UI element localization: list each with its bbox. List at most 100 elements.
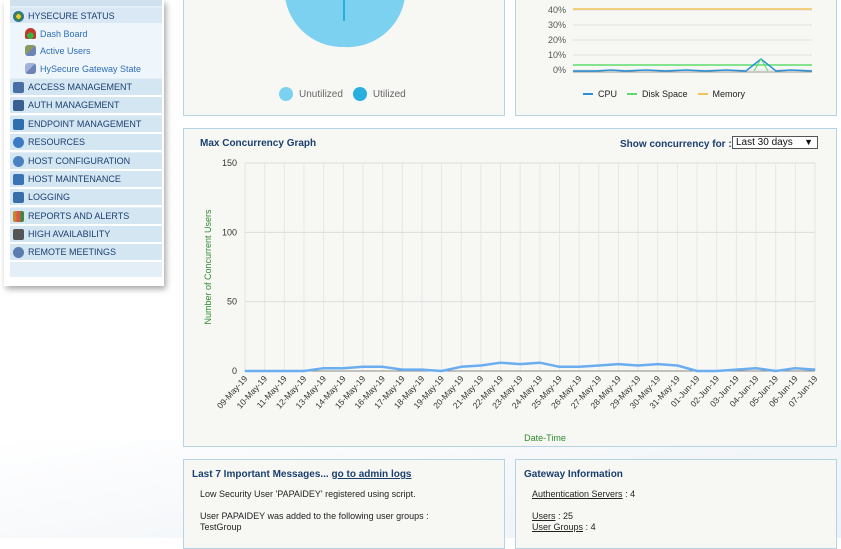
monitor-icon: [13, 173, 24, 185]
message-line: User PAPAIDEY was added to the following…: [200, 511, 429, 521]
gateway-info-panel: Gateway Information Authentication Serve…: [515, 459, 837, 549]
data-point: [362, 366, 364, 368]
auth-servers-link[interactable]: Authentication Servers: [532, 489, 623, 499]
sidebar-subitem-dashboard[interactable]: Dash Board: [10, 25, 162, 42]
gateway-info-title: Gateway Information: [524, 469, 623, 480]
x-axis-label: Date-Time: [524, 433, 566, 443]
chevron-down-icon: ▼: [804, 137, 813, 147]
utilization-pie: [285, 0, 405, 48]
status-icon: [13, 10, 24, 22]
data-point: [303, 370, 305, 372]
sidebar-subitem-active-users[interactable]: Active Users: [10, 42, 162, 59]
admin-logs-link[interactable]: go to admin logs: [331, 469, 412, 480]
data-point: [578, 366, 580, 368]
legend-unutilized: Unutilized: [299, 88, 343, 100]
memory-swatch: [697, 93, 708, 95]
data-point: [499, 362, 502, 364]
y-tick-label: 50: [227, 297, 237, 307]
sidebar-item-host-configuration[interactable]: HOST CONFIGURATION: [10, 153, 162, 171]
sidebar-item-reports-alerts[interactable]: REPORTS AND ALERTS: [10, 208, 162, 226]
users-link[interactable]: Users: [532, 511, 556, 521]
utilization-legend: Unutilized Utilized: [279, 87, 406, 101]
data-point: [244, 370, 246, 372]
disk-spike: [753, 58, 769, 72]
data-point: [323, 367, 325, 369]
messages-panel: Last 7 Important Messages... go to admin…: [183, 459, 505, 549]
gateway-row-users: Users : 25: [532, 511, 574, 521]
sidebar-item-access-management[interactable]: ACCESS MANAGEMENT: [10, 79, 162, 97]
utilization-panel: Unutilized Utilized: [183, 0, 505, 116]
users-icon: [25, 45, 36, 56]
sidebar-subitem-gateway-state[interactable]: HySecure Gateway State: [10, 60, 162, 77]
concurrency-chart: 05010015009-May-1910-May-1911-May-1912-M…: [203, 158, 820, 443]
concurrency-title: Max Concurrency Graph: [200, 138, 317, 149]
utilized-swatch: [352, 87, 367, 101]
y-tick-label: 0%: [553, 65, 566, 75]
sidebar-item-auth-management[interactable]: AUTH MANAGEMENT: [10, 97, 162, 115]
sidebar: HYSECURE STATUS Dash Board Active Users …: [4, 0, 164, 286]
y-axis-label: Number of Concurrent Users: [203, 209, 213, 325]
gateway-row-user-groups: User Groups : 4: [532, 522, 596, 532]
data-point: [617, 363, 620, 365]
log-icon: [13, 191, 24, 203]
y-tick-label: 150: [222, 158, 237, 168]
user-groups-link[interactable]: User Groups: [532, 522, 584, 532]
data-point: [794, 367, 796, 369]
data-point: [421, 369, 423, 371]
server-icon: [13, 228, 24, 240]
y-tick-label: 10%: [548, 50, 566, 60]
sidebar-item-label: HYSECURE STATUS: [28, 11, 115, 21]
y-tick-label: 100: [222, 227, 237, 237]
data-point: [735, 369, 737, 371]
sidebar-submenu: Dash Board Active Users HySecure Gateway…: [10, 23, 162, 78]
concurrency-panel: Max Concurrency Graph Show concurrency f…: [183, 128, 837, 447]
resource-usage-chart: 40% 30% 20% 10% 0%: [548, 5, 813, 75]
unutilized-swatch: [279, 87, 293, 101]
data-point: [637, 364, 639, 367]
y-tick-label: 30%: [548, 20, 566, 30]
data-point: [539, 362, 541, 364]
gateway-icon: [25, 63, 36, 74]
concurrency-range-select[interactable]: Last 30 days ▼: [732, 136, 818, 149]
meeting-icon: [13, 246, 24, 258]
concurrency-range-value: Last 30 days: [736, 137, 793, 148]
resource-legend: CPU Disk Space Memory: [583, 89, 745, 99]
data-point: [558, 366, 561, 368]
sidebar-item-remote-meetings[interactable]: REMOTE MEETINGS: [10, 244, 162, 262]
sidebar-item-host-maintenance[interactable]: HOST MAINTENANCE: [10, 171, 162, 189]
data-point: [755, 367, 757, 369]
data-point: [519, 363, 521, 365]
gear-icon: [13, 155, 24, 167]
data-point: [401, 369, 403, 371]
legend-memory: Memory: [712, 89, 746, 99]
dashboard-icon: [25, 28, 36, 39]
cpu-line: [573, 58, 813, 72]
sidebar-item-endpoint-management[interactable]: ENDPOINT MANAGEMENT: [10, 116, 162, 134]
data-point: [283, 370, 285, 372]
bar-chart-icon: [13, 210, 24, 222]
messages-title: Last 7 Important Messages... go to admin…: [192, 469, 412, 480]
sidebar-item-high-availability[interactable]: HIGH AVAILABILITY: [10, 226, 162, 244]
series-line: [245, 361, 816, 373]
disk-swatch: [627, 93, 638, 95]
data-point: [598, 364, 600, 367]
y-tick-label: 40%: [548, 5, 566, 15]
sidebar-top: [10, 0, 162, 6]
sidebar-item-resources[interactable]: RESOURCES: [10, 134, 162, 152]
cpu-swatch: [583, 93, 593, 95]
data-point: [676, 364, 679, 367]
pie-slice-unutilized: [285, 0, 405, 48]
y-tick-label: 20%: [548, 35, 566, 45]
data-point: [814, 369, 816, 371]
data-point: [342, 367, 344, 369]
data-point: [381, 366, 384, 368]
gateway-row-auth-servers: Authentication Servers : 4: [532, 489, 636, 499]
y-tick-label: 0: [232, 366, 237, 376]
key-icon: [13, 81, 24, 93]
resource-usage-panel: 40% 30% 20% 10% 0% CPU Disk Space Memory: [515, 0, 837, 116]
message-line: Low Security User 'PAPAIDEY' registered …: [200, 489, 416, 499]
data-point: [657, 363, 659, 365]
show-concurrency-label: Show concurrency for :: [620, 139, 732, 150]
endpoint-icon: [13, 118, 24, 130]
sidebar-item-logging[interactable]: LOGGING: [10, 189, 162, 207]
